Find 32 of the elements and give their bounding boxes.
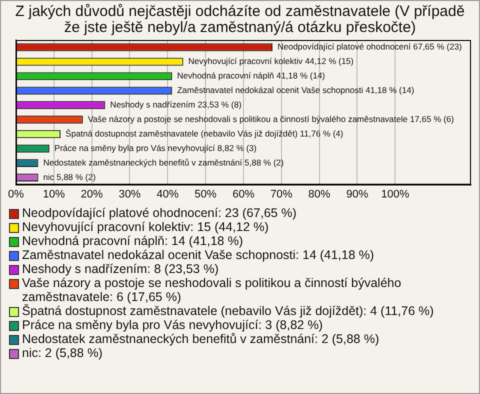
text: Práce na směny byla pro Vás nevyhovující: 3 (8,82 %) <box>22 318 323 332</box>
x-tick-label: 0% <box>8 188 24 200</box>
category-label: nic 5,88 % (2) <box>43 172 96 182</box>
text: Neshody s nadřízením: 8 (23,53 %) <box>22 262 219 276</box>
category-label: Nevyhovující pracovní kolektiv 44,12 % (15) <box>188 56 354 66</box>
text: Nevyhovující pracovní kolektiv: 15 (44,12 %) <box>22 220 269 234</box>
category-label: Neodpovídající platové ohodnocení 67,65 % (23) <box>277 42 462 52</box>
category-label: Práce na směny byla pro Vás nevyhovující 8,82 % (3) <box>54 142 257 153</box>
x-tick-label: 80% <box>308 188 331 200</box>
text: Nedostatek zaměstnaneckých benefitů v zaměstnání: 2 (5,88 %) <box>22 332 380 346</box>
category-label: Nevhodná pracovní náplň 41,18 % (14) <box>177 70 326 81</box>
text: Vaše názory a postoje se neshodovali s politikou a činností bývalého zaměstnavatele: 6 (17,65 %) <box>22 276 402 304</box>
x-tick-label: 90% <box>346 188 368 200</box>
text: Špatná dostupnost zaměstnavatele (nebavilo Vás již dojíždět): 4 (11,76 %) <box>22 304 434 318</box>
category-label: Vaše názory a postoje se neshodovali s politikou a činností bývalého zaměstnavatele 17,65 % (6) <box>88 114 454 124</box>
x-tick-label: 60% <box>232 188 255 200</box>
x-tick-label: 10% <box>42 188 66 200</box>
x-tick-label: 100% <box>381 188 410 200</box>
category-label: Špatná dostupnost zaměstnavatele (nebavilo Vás již dojíždět) 11,76 % (4) <box>66 128 344 138</box>
x-tick-label: 30% <box>118 188 141 200</box>
text: Nevhodná pracovní náplň: 14 (41,18 %) <box>22 234 243 248</box>
text: Zaměstnavatel nedokázal ocenit Vaše schopnosti: 14 (41,18 %) <box>22 248 374 262</box>
x-tick-label: 20% <box>80 188 104 200</box>
category-label: Zaměstnavatel nedokázal ocenit Vaše schopnosti 41,18 % (14) <box>177 85 414 96</box>
text: Neodpovídající platové ohodnocení: 23 (67,65 %) <box>22 206 296 220</box>
category-label: Nedostatek zaměstnaneckých benefitů v zaměstnání 5,88 % (2) <box>43 157 284 168</box>
text: nic: 2 (5,88 %) <box>22 346 103 360</box>
chart-title: Z jakých důvodů nejčastěji odcházíte od zaměstnavatele (V případě že jste ještě nebyl/a zaměstnaný/á otázku přeskočte) <box>14 3 466 36</box>
x-tick-label: 50% <box>194 188 217 200</box>
x-tick-label: 70% <box>270 188 293 200</box>
x-tick-label: 40% <box>156 188 179 200</box>
category-label: Neshody s nadřízením 23,53 % (8) <box>110 100 242 110</box>
